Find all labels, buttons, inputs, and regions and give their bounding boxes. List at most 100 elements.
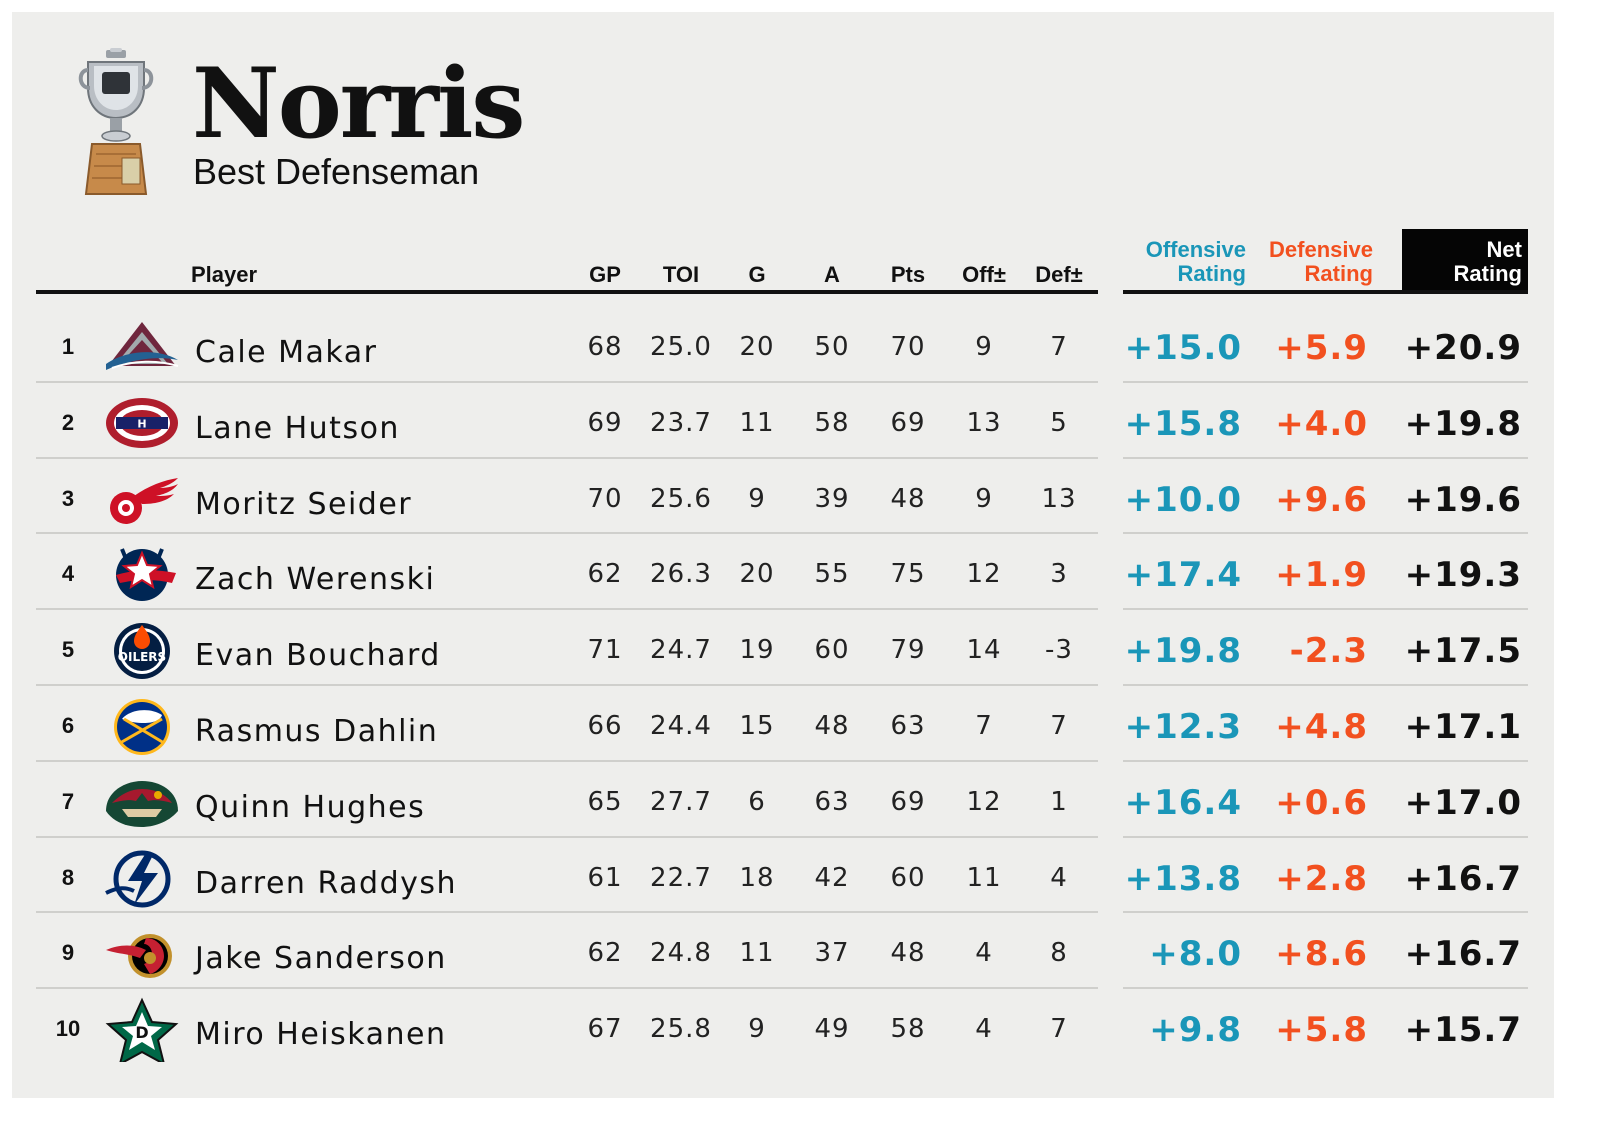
offensive-rating-value: +8.0: [1149, 934, 1242, 975]
column-header-net-rating: Net Rating: [1372, 238, 1522, 286]
net-rating-value: +16.7: [1404, 858, 1522, 899]
stat-gp: 66: [587, 710, 623, 741]
stat-def-plus-minus: 13: [1041, 483, 1077, 514]
player-name: Evan Bouchard: [195, 638, 441, 674]
offensive-rating-value: +12.3: [1124, 706, 1242, 747]
stat-def-plus-minus: 3: [1050, 559, 1068, 590]
net-rating-value: +15.7: [1404, 1010, 1522, 1051]
svg-text:D: D: [135, 1023, 148, 1042]
page-subtitle: Best Defenseman: [193, 151, 480, 192]
stat-assists: 63: [814, 786, 850, 817]
table-row: 3 Moritz Seider 70 25.6 9 39 48 9 13 +10.0 +9.6 +19…: [12, 459, 1554, 535]
stat-goals: 20: [739, 559, 775, 590]
stat-gp: 69: [587, 407, 623, 438]
net-rating-header-box: [1402, 229, 1528, 291]
defensive-rating-value: +5.8: [1275, 1010, 1368, 1051]
stat-gp: 61: [587, 862, 623, 893]
player-name: Cale Makar: [195, 335, 378, 370]
stat-goals: 20: [739, 332, 775, 362]
stat-points: 79: [890, 635, 926, 666]
stat-assists: 60: [814, 635, 850, 666]
stat-gp: 68: [587, 332, 623, 362]
red-wings-logo-icon: [110, 477, 178, 524]
table-row: 5 OILERS Evan Bouchard 71 24.7 19 60 79 14 -3 +19.…: [12, 610, 1554, 686]
stat-points: 63: [890, 710, 926, 741]
column-header-player: Player: [191, 262, 258, 287]
stat-goals: 11: [739, 938, 775, 969]
column-header-offensive-rating: Offensive Rating: [1096, 238, 1246, 286]
offensive-rating-value: +15.0: [1124, 328, 1242, 368]
player-name: Jake Sanderson: [195, 941, 447, 977]
stat-def-plus-minus: 8: [1050, 938, 1068, 969]
row-divider-right: [1123, 456, 1528, 459]
column-header-g: G: [748, 262, 766, 287]
stat-gp: 70: [587, 483, 623, 514]
stat-def-plus-minus: 4: [1050, 862, 1068, 893]
player-name: Lane Hutson: [195, 410, 400, 446]
defensive-rating-value: -2.3: [1289, 631, 1368, 672]
row-divider-right: [1123, 683, 1528, 686]
defensive-rating-value: +8.6: [1275, 934, 1368, 975]
defensive-rating-value: +0.6: [1275, 782, 1368, 823]
stat-assists: 48: [814, 710, 850, 741]
offensive-rating-value: +17.4: [1124, 555, 1242, 596]
table-row: 10 D Miro Heiskanen 67 25.8 9 49 58 4 7 +9.8 +5.8 +1…: [12, 989, 1554, 1065]
column-header-defensive-rating: Defensive Rating: [1223, 238, 1373, 286]
stat-off-plus-minus: 4: [975, 1014, 993, 1045]
stat-off-plus-minus: 4: [975, 938, 993, 969]
stat-points: 48: [890, 483, 926, 514]
stat-goals: 15: [739, 710, 775, 741]
svg-text:OILERS: OILERS: [118, 650, 166, 664]
stat-def-plus-minus: 7: [1050, 332, 1068, 362]
stat-off-plus-minus: 7: [975, 710, 993, 741]
row-divider-left: [36, 380, 1098, 383]
stat-off-plus-minus: 13: [966, 407, 1002, 438]
defensive-rating-label-line1: Defensive: [1269, 237, 1373, 262]
stat-points: 75: [890, 559, 926, 590]
stat-toi: 24.8: [650, 938, 712, 969]
net-rating-value: +17.0: [1404, 782, 1522, 823]
rankings-table: 1 Cale Makar 68 25.0 20 50 70 9 7 +15.0 +5.9 +20.9 2…: [12, 307, 1554, 1065]
net-rating-value: +17.1: [1404, 706, 1522, 747]
stat-def-plus-minus: -3: [1045, 635, 1073, 666]
stat-points: 69: [890, 786, 926, 817]
net-rating-value: +19.8: [1404, 403, 1522, 444]
rank: 4: [61, 561, 75, 587]
column-header-toi: TOI: [662, 262, 700, 287]
rank: 8: [61, 864, 75, 890]
stat-assists: 50: [814, 332, 850, 362]
rank: 3: [61, 485, 75, 511]
player-name: Miro Heiskanen: [195, 1017, 447, 1053]
stat-assists: 39: [814, 483, 850, 514]
stat-gp: 62: [587, 559, 623, 590]
header-divider-left: [36, 290, 1098, 294]
wild-logo-icon: [106, 780, 178, 827]
stat-points: 58: [890, 1014, 926, 1045]
row-divider-left: [36, 532, 1098, 535]
column-header-a: A: [824, 262, 840, 287]
row-divider-right: [1123, 835, 1528, 838]
stat-assists: 55: [814, 559, 850, 590]
offensive-rating-label-line1: Offensive: [1145, 237, 1246, 262]
offensive-rating-value: +10.0: [1124, 479, 1242, 520]
page-title: Norris: [192, 47, 525, 160]
stat-off-plus-minus: 11: [966, 862, 1002, 893]
blue-jackets-logo-icon: [116, 548, 176, 602]
stat-toi: 25.8: [650, 1014, 712, 1045]
stat-toi: 27.7: [650, 786, 712, 817]
net-rating-value: +17.5: [1404, 631, 1522, 672]
stat-def-plus-minus: 1: [1050, 786, 1068, 817]
defensive-rating-value: +2.8: [1275, 858, 1368, 899]
defensive-rating-value: +4.8: [1275, 706, 1368, 747]
row-divider-right: [1123, 532, 1528, 535]
stat-goals: 18: [739, 862, 775, 893]
player-name: Zach Werenski: [195, 562, 436, 598]
stat-goals: 9: [748, 1014, 766, 1045]
stat-off-plus-minus: 12: [966, 559, 1002, 590]
net-rating-label-line2: Rating: [1453, 261, 1522, 286]
header-divider-right: [1123, 290, 1528, 294]
stat-toi: 24.7: [650, 635, 712, 666]
offensive-rating-label-line2: Rating: [1177, 261, 1246, 286]
row-divider-left: [36, 835, 1098, 838]
defensive-rating-label-line2: Rating: [1304, 261, 1373, 286]
